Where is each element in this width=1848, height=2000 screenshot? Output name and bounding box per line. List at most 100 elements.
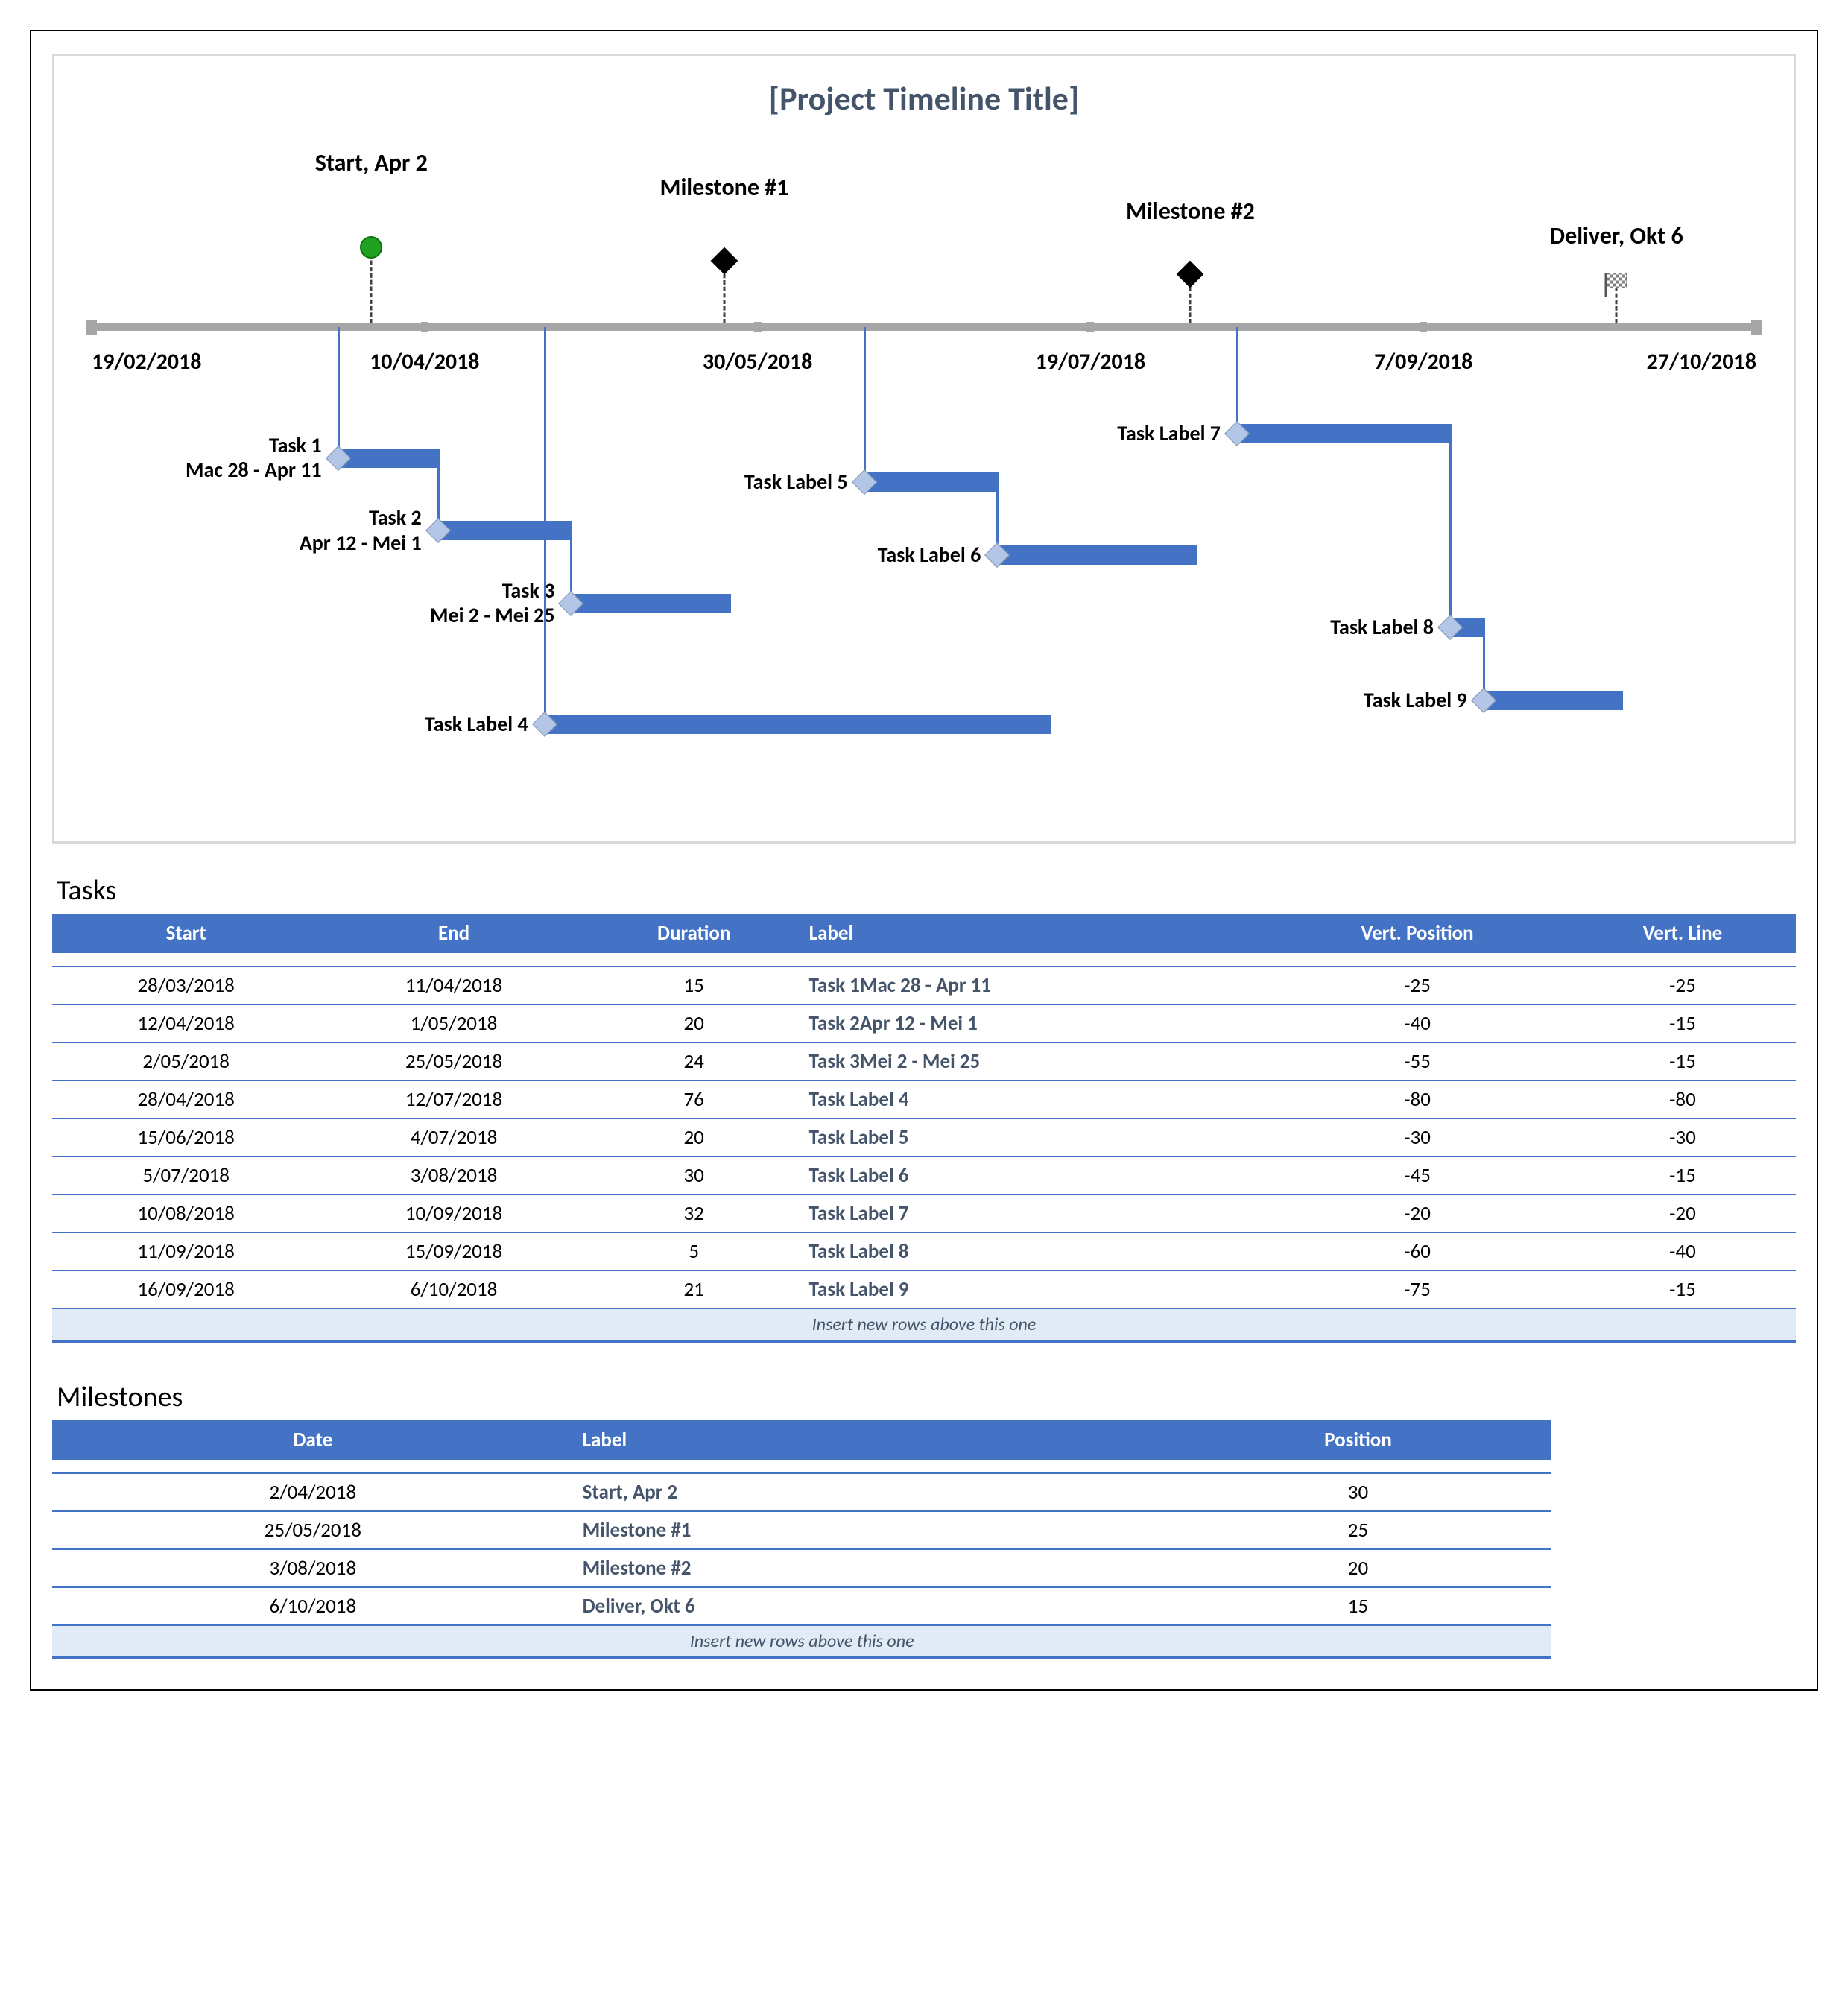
table-cell: 2/04/2018	[52, 1473, 574, 1511]
table-cell: -80	[1265, 1080, 1569, 1118]
task-leader	[996, 472, 999, 545]
table-header-cell: Label	[800, 914, 1266, 953]
table-cell: 15/09/2018	[320, 1232, 587, 1270]
table-header-cell: End	[320, 914, 587, 953]
table-cell: 3/08/2018	[320, 1156, 587, 1194]
table-cell: -75	[1265, 1270, 1569, 1308]
table-row: 3/08/2018Milestone #220	[52, 1549, 1551, 1587]
table-cell: Task Label 6	[800, 1156, 1266, 1194]
table-cell: 5/07/2018	[52, 1156, 320, 1194]
table-cell: Task 1Mac 28 - Apr 11	[800, 966, 1266, 1004]
table-header-cell: Vert. Position	[1265, 914, 1569, 953]
table-cell: -55	[1265, 1042, 1569, 1080]
table-cell: 12/04/2018	[52, 1004, 320, 1042]
axis-tick	[1753, 322, 1760, 332]
task-leader	[570, 521, 572, 594]
table-row: 6/10/2018Deliver, Okt 615	[52, 1587, 1551, 1625]
table-cell: Deliver, Okt 6	[574, 1587, 1165, 1625]
table-cell: Task Label 5	[800, 1118, 1266, 1156]
table-row: 12/04/20181/05/201820Task 2Apr 12 - Mei …	[52, 1004, 1796, 1042]
table-cell: 20	[588, 1004, 800, 1042]
task-leader	[1236, 327, 1238, 424]
task-leader	[864, 327, 866, 472]
table-cell: 3/08/2018	[52, 1549, 574, 1587]
table-cell: -45	[1265, 1156, 1569, 1194]
milestones-heading: Milestones	[57, 1380, 1796, 1414]
table-cell: 15	[588, 966, 800, 1004]
table-row: 15/06/20184/07/201820Task Label 5-30-30	[52, 1118, 1796, 1156]
timeline-plot-area: 19/02/201810/04/201830/05/201819/07/2018…	[77, 133, 1771, 819]
table-header-cell: Duration	[588, 914, 800, 953]
table-cell: 28/03/2018	[52, 966, 320, 1004]
milestone-marker	[360, 236, 382, 259]
table-cell: -30	[1569, 1118, 1796, 1156]
task-bar	[571, 594, 730, 613]
tasks-table: StartEndDurationLabelVert. PositionVert.…	[52, 914, 1796, 1343]
table-cell: Milestone #1	[574, 1511, 1165, 1549]
table-cell: 16/09/2018	[52, 1270, 320, 1308]
table-cell: 10/08/2018	[52, 1194, 320, 1232]
task-leader	[1449, 424, 1452, 618]
task-label: Task Label 5	[744, 469, 848, 495]
table-row: 10/08/201810/09/201832Task Label 7-20-20	[52, 1194, 1796, 1232]
milestone-label: Start, Apr 2	[315, 148, 428, 177]
table-cell: 5	[588, 1232, 800, 1270]
milestone-label: Milestone #1	[659, 173, 788, 202]
table-cell: 11/09/2018	[52, 1232, 320, 1270]
table-cell: -15	[1569, 1156, 1796, 1194]
axis-line	[92, 323, 1756, 331]
table-cell: 1/05/2018	[320, 1004, 587, 1042]
task-label: Task Label 9	[1364, 688, 1467, 713]
axis-tick	[1420, 322, 1427, 332]
task-bar	[1237, 424, 1450, 443]
table-cell: -40	[1569, 1232, 1796, 1270]
table-cell: 2/05/2018	[52, 1042, 320, 1080]
timeline-chart-panel: [Project Timeline Title] 19/02/201810/04…	[52, 54, 1796, 844]
insert-hint-row: Insert new rows above this one	[52, 1308, 1796, 1341]
axis-tick	[1086, 322, 1094, 332]
table-row: 28/04/201812/07/201876Task Label 4-80-80	[52, 1080, 1796, 1118]
task-label: Task Label 8	[1330, 615, 1434, 640]
task-label: Task 2Apr 12 - Mei 1	[300, 505, 422, 555]
table-cell: 28/04/2018	[52, 1080, 320, 1118]
table-header-cell: Position	[1165, 1420, 1552, 1460]
task-bar	[545, 715, 1051, 734]
task-bar	[338, 449, 438, 468]
axis-tick-label: 19/02/2018	[92, 348, 201, 376]
table-cell: 30	[1165, 1473, 1552, 1511]
table-cell: 11/04/2018	[320, 966, 587, 1004]
task-bar	[1484, 691, 1624, 710]
table-row: 2/05/201825/05/201824Task 3Mei 2 - Mei 2…	[52, 1042, 1796, 1080]
table-cell: 20	[1165, 1549, 1552, 1587]
table-cell: 30	[588, 1156, 800, 1194]
task-leader	[1483, 618, 1485, 691]
table-cell: Task 2Apr 12 - Mei 1	[800, 1004, 1266, 1042]
task-bar	[864, 472, 998, 492]
table-cell: -25	[1265, 966, 1569, 1004]
table-cell: -15	[1569, 1042, 1796, 1080]
task-leader	[544, 327, 546, 715]
milestone-label: Milestone #2	[1126, 197, 1255, 226]
table-cell: -40	[1265, 1004, 1569, 1042]
insert-hint-row: Insert new rows above this one	[52, 1625, 1551, 1658]
table-row: 2/04/2018Start, Apr 230	[52, 1473, 1551, 1511]
task-label: Task Label 6	[878, 542, 981, 568]
table-cell: -20	[1265, 1194, 1569, 1232]
table-cell: 15/06/2018	[52, 1118, 320, 1156]
table-cell: 6/10/2018	[52, 1587, 574, 1625]
axis-tick-label: 10/04/2018	[370, 348, 479, 376]
task-leader	[437, 449, 440, 522]
table-cell: -20	[1569, 1194, 1796, 1232]
table-cell: 25/05/2018	[52, 1511, 574, 1549]
table-cell: 4/07/2018	[320, 1118, 587, 1156]
task-label: Task 1Mac 28 - Apr 11	[186, 433, 322, 483]
table-cell: 24	[588, 1042, 800, 1080]
milestone-marker	[1601, 272, 1631, 303]
table-cell: 6/10/2018	[320, 1270, 587, 1308]
table-cell: 25	[1165, 1511, 1552, 1549]
table-cell: -25	[1569, 966, 1796, 1004]
table-row: 25/05/2018Milestone #125	[52, 1511, 1551, 1549]
table-header-cell: Label	[574, 1420, 1165, 1460]
axis-tick-label: 7/09/2018	[1374, 348, 1472, 376]
milestone-marker	[1180, 265, 1200, 284]
